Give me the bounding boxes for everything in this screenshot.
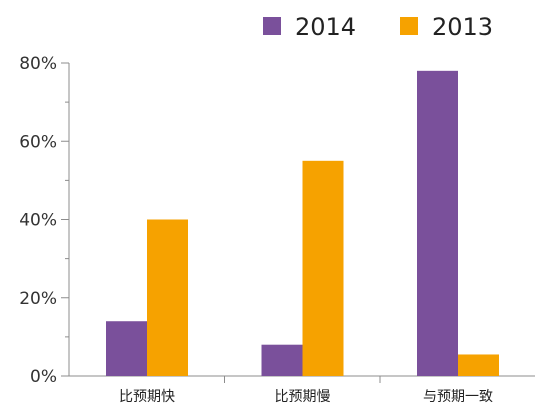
bar-2013-2	[302, 160, 344, 376]
legend-swatch-2014	[263, 17, 281, 35]
legend: 2014 2013	[263, 13, 493, 41]
x-axis: 比预期快 比预期慢 与预期一致	[69, 375, 535, 405]
bar-2014-1	[106, 321, 147, 376]
bar-2013-3	[458, 354, 499, 376]
y-tick-label: 60%	[19, 132, 57, 152]
legend-label-2013: 2013	[432, 13, 493, 41]
x-category-label: 比预期快	[119, 389, 175, 405]
y-axis: 0% 20% 40% 60% 80%	[19, 54, 70, 387]
legend-label-2014: 2014	[295, 13, 356, 41]
y-tick-label: 40%	[19, 211, 57, 231]
bar-2013-1	[147, 219, 188, 376]
x-category-label: 与预期一致	[423, 389, 493, 405]
bar-2014-2	[261, 344, 303, 376]
legend-swatch-2013	[400, 17, 418, 35]
bar-2014-3	[417, 70, 458, 376]
y-tick-label: 20%	[19, 289, 57, 309]
y-tick-label: 80%	[19, 54, 57, 74]
y-tick-label: 0%	[30, 367, 57, 387]
x-category-label: 比预期慢	[275, 388, 331, 405]
bars	[106, 70, 499, 376]
